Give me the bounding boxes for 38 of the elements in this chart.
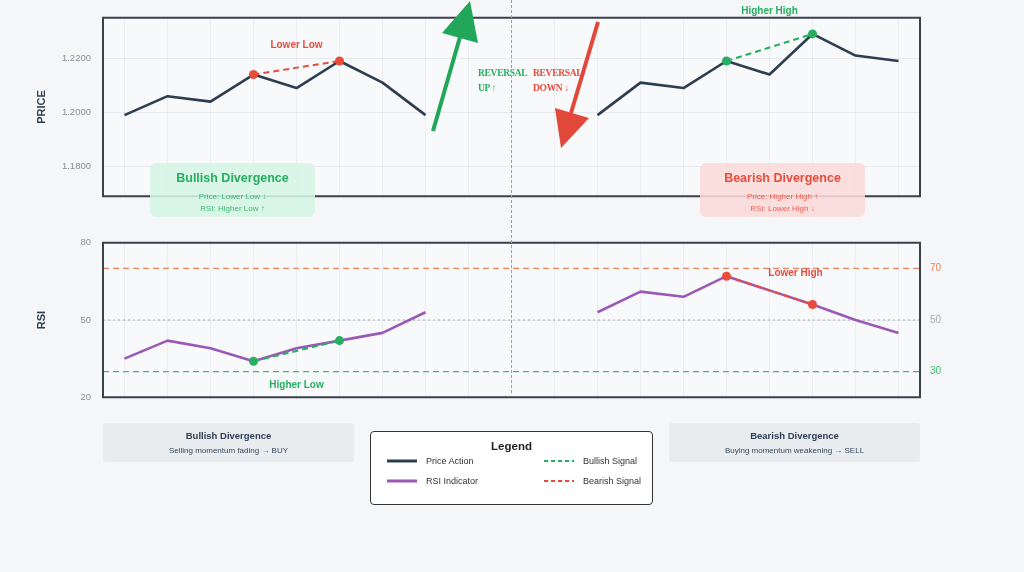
y-tick-label: 1.2200 bbox=[61, 51, 91, 63]
callout-box: Bearish Divergence Price: Higher High ↑ RSI: Lower High ↓ bbox=[700, 163, 865, 217]
legend-label: Bearish Signal bbox=[583, 475, 642, 487]
ref-line-label: 30 bbox=[930, 365, 942, 377]
point bbox=[335, 56, 344, 66]
legend-label: Bullish Signal bbox=[583, 455, 638, 467]
ref-line-label: 70 bbox=[930, 262, 942, 274]
annotation: Bullish Divergence bbox=[176, 170, 289, 186]
y-tick-label: 80 bbox=[80, 236, 91, 248]
legend-label: Price Action bbox=[426, 455, 474, 467]
legend-title: Legend bbox=[491, 439, 532, 453]
annotation: REVERSAL UP ↑ bbox=[478, 68, 527, 93]
annotation: Price: Lower Low ↓ bbox=[198, 191, 267, 202]
annotation: Higher Low bbox=[269, 379, 324, 391]
y-axis-title: PRICE bbox=[34, 90, 47, 124]
callout-box: Bullish Divergence Price: Lower Low ↓ RSI: Higher Low ↑ bbox=[150, 163, 315, 217]
point bbox=[249, 356, 258, 366]
info-card: Bearish Divergence Buying momentum weakening → SELL bbox=[669, 423, 920, 462]
y-tick-label: 1.2000 bbox=[61, 106, 91, 118]
point bbox=[808, 29, 817, 39]
annotation: Lower Low bbox=[270, 39, 323, 51]
annotation: Lower High bbox=[768, 267, 823, 279]
legend-label: RSI Indicator bbox=[426, 475, 479, 487]
point bbox=[335, 336, 344, 346]
ref-line-label: 50 bbox=[930, 313, 942, 325]
y-tick-label: 20 bbox=[80, 390, 91, 402]
annotation: Bearish Divergence bbox=[724, 170, 841, 186]
y-axis-title: RSI bbox=[34, 310, 47, 330]
info-card: Bullish Divergence Selling momentum fading → BUY bbox=[103, 423, 354, 462]
point bbox=[722, 56, 731, 66]
point bbox=[722, 271, 731, 281]
text: Higher High bbox=[741, 5, 798, 17]
point bbox=[249, 70, 258, 80]
annotation: REVERSAL DOWN ↓ bbox=[533, 68, 582, 93]
annotation: Price: Higher High ↑ bbox=[746, 191, 819, 202]
point bbox=[808, 300, 817, 310]
y-tick-label: 1.1800 bbox=[61, 160, 91, 172]
y-tick-label: 50 bbox=[80, 313, 91, 325]
